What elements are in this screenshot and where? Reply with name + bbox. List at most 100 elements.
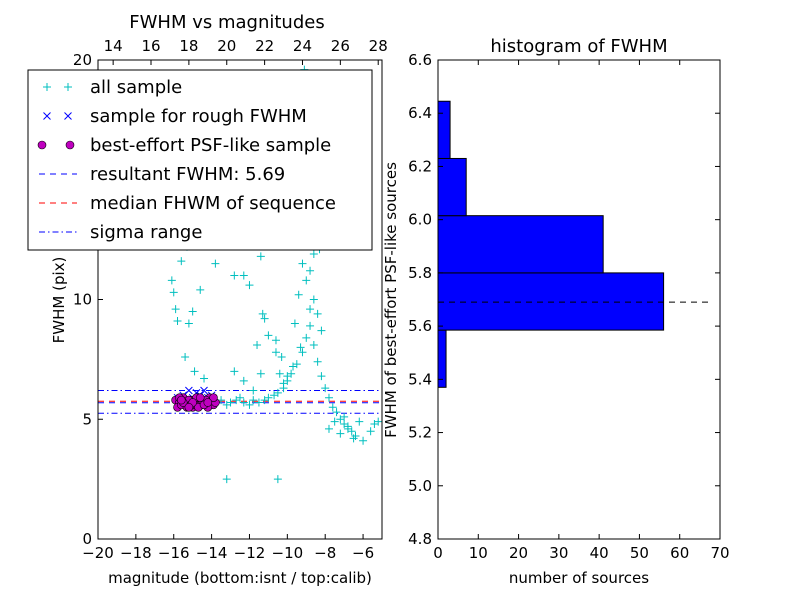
all-sample-point xyxy=(256,369,265,378)
all-sample-point xyxy=(273,388,282,397)
histogram-axis-ticks: 0 10 20 30 40 50 60 70 4.8 5.0 5.2 5.4 5.6 5.8 6.0 6.2 6… xyxy=(408,51,729,562)
all-sample-point xyxy=(296,343,305,352)
y-tick-label: 6.2 xyxy=(408,157,432,175)
legend-label: median FHWM of sequence xyxy=(90,193,336,214)
legend-entry: all sample xyxy=(43,77,182,98)
legend-x-marker xyxy=(64,112,72,120)
y-tick-label: 5.8 xyxy=(408,264,432,282)
x-tick-label: −12 xyxy=(234,544,266,562)
histogram-xlabel: number of sources xyxy=(509,569,649,587)
y-tick-label: 0 xyxy=(82,530,92,548)
all-sample-point xyxy=(313,357,322,366)
all-sample-point xyxy=(309,295,318,304)
all-sample-point xyxy=(222,475,231,484)
y-tick-label: 5.6 xyxy=(408,317,432,335)
all-sample-point xyxy=(298,348,307,357)
histogram-ylabel: FWHM of best-effort PSF-like sources xyxy=(382,162,400,438)
all-sample-point xyxy=(330,417,339,426)
all-sample-point xyxy=(260,314,269,323)
y-tick-label: 20 xyxy=(73,51,92,69)
all-sample-point xyxy=(343,422,352,431)
top-x-tick-label: 26 xyxy=(331,37,350,55)
all-sample-point xyxy=(226,398,235,407)
x-tick-label: −6 xyxy=(352,544,374,562)
all-sample-point xyxy=(324,393,333,402)
y-tick-label: 5.4 xyxy=(408,370,432,388)
histogram-plot-frame xyxy=(437,59,721,540)
legend: all sample sample for rough FWHM best-effo… xyxy=(27,69,373,251)
all-sample-point xyxy=(347,427,356,436)
top-x-tick-label: 22 xyxy=(255,37,274,55)
y-tick-label: 4.8 xyxy=(408,530,432,548)
y-tick-label: 5.0 xyxy=(408,477,432,495)
all-sample-point xyxy=(239,271,248,280)
all-sample-point xyxy=(355,417,364,426)
all-sample-point xyxy=(306,321,315,330)
all-sample-point xyxy=(317,326,326,335)
all-sample-point xyxy=(211,259,220,268)
histogram-bar xyxy=(437,272,665,331)
x-tick-label: −10 xyxy=(272,544,304,562)
histogram-bars xyxy=(437,100,710,388)
x-tick-label: −14 xyxy=(196,544,228,562)
all-sample-point xyxy=(271,348,280,357)
all-sample-point xyxy=(249,386,258,395)
all-sample-point xyxy=(289,362,298,371)
x-tick-label: 20 xyxy=(509,544,528,562)
x-tick-label: −16 xyxy=(158,544,190,562)
x-tick-label: −8 xyxy=(314,544,336,562)
histogram-bar xyxy=(437,100,451,159)
histogram-panel: histogram of FWHM 0 10 20 30 40 50 60 70 4.8 5.0 5… xyxy=(382,36,730,587)
scatter-ylabel: FWHM (pix) xyxy=(50,257,68,344)
all-sample-point xyxy=(245,281,254,290)
all-sample-point xyxy=(169,288,178,297)
x-tick-label: 70 xyxy=(710,544,729,562)
all-sample-point xyxy=(306,266,315,275)
top-x-tick-label: 18 xyxy=(179,37,198,55)
all-sample-point xyxy=(302,276,311,285)
all-sample-point xyxy=(181,352,190,361)
top-x-tick-label: 20 xyxy=(217,37,236,55)
all-sample-point xyxy=(336,429,345,438)
scatter-title: FWHM vs magnitudes xyxy=(129,12,324,33)
all-sample-point xyxy=(309,341,318,350)
all-sample-point xyxy=(245,400,254,409)
scatter-xlabel: magnitude (bottom:isnt / top:calib) xyxy=(108,569,372,587)
histogram-bar xyxy=(437,215,604,274)
legend-label: best-effort PSF-like sample xyxy=(90,135,331,156)
all-sample-point xyxy=(184,319,193,328)
all-sample-point xyxy=(177,257,186,266)
all-sample-point xyxy=(200,374,209,383)
all-sample-point xyxy=(239,398,248,407)
all-sample-point xyxy=(283,372,292,381)
all-sample-point xyxy=(366,427,375,436)
all-sample-point xyxy=(370,420,379,429)
x-tick-label: 0 xyxy=(433,544,443,562)
all-sample-point xyxy=(236,393,244,402)
legend-label: sigma range xyxy=(90,222,202,243)
y-tick-label: 6.0 xyxy=(408,211,432,229)
all-sample-point xyxy=(190,367,199,376)
y-tick-label: 6.4 xyxy=(408,104,432,122)
all-sample-point xyxy=(313,309,322,318)
legend-label: resultant FWHM: 5.69 xyxy=(90,164,285,185)
all-sample-point xyxy=(188,307,197,316)
all-sample-point xyxy=(230,271,239,280)
x-tick-label: −18 xyxy=(120,544,152,562)
legend-label: all sample xyxy=(90,77,182,98)
all-sample-point xyxy=(324,424,333,433)
y-tick-label: 10 xyxy=(73,291,92,309)
y-tick-label: 5 xyxy=(82,410,92,428)
legend-circle-marker xyxy=(65,140,75,150)
all-sample-point xyxy=(349,434,358,443)
x-tick-label: 30 xyxy=(549,544,568,562)
top-x-tick-label: 16 xyxy=(141,37,160,55)
x-tick-label: 50 xyxy=(630,544,649,562)
all-sample-point xyxy=(249,396,258,405)
all-sample-point xyxy=(294,290,303,299)
all-sample-point xyxy=(309,249,318,258)
all-sample-point xyxy=(298,259,307,268)
psf-sample-point xyxy=(184,402,194,412)
legend-entry: median FHWM of sequence xyxy=(39,193,336,214)
legend-label: sample for rough FWHM xyxy=(90,106,307,127)
